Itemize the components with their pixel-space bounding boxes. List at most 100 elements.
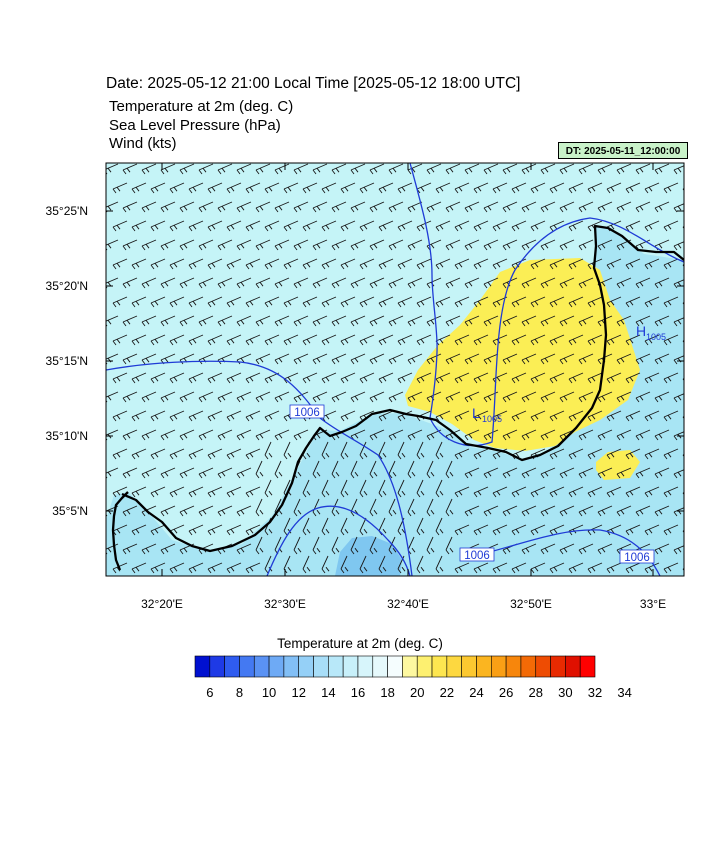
- wind-barb: [616, 467, 632, 479]
- wind-barb: [207, 182, 223, 194]
- wind-barb: [397, 334, 413, 346]
- wind-barb: [644, 220, 660, 232]
- wind-barb: [160, 277, 176, 289]
- wind-barb: [663, 334, 679, 346]
- wind-barb: [188, 524, 204, 536]
- wind-barb: [255, 460, 264, 479]
- wind-barb: [188, 334, 204, 346]
- wind-barb: [245, 524, 261, 536]
- wind-barb: [388, 391, 404, 403]
- wind-barb: [302, 517, 311, 536]
- wind-barb: [445, 163, 461, 175]
- wind-barb: [293, 353, 309, 365]
- wind-barb: [445, 239, 461, 251]
- wind-barb: [150, 182, 166, 194]
- wind-barb: [245, 562, 261, 574]
- wind-barb: [293, 429, 309, 441]
- wind-barb: [312, 460, 321, 479]
- wind-barb: [369, 460, 378, 479]
- wind-barb: [321, 479, 330, 498]
- wind-barb: [274, 277, 290, 289]
- pressure-center-letter: L: [472, 405, 480, 421]
- wind-barb: [635, 315, 651, 327]
- wind-barb: [635, 429, 651, 441]
- wind-barb: [331, 163, 347, 175]
- wind-barb: [606, 258, 622, 270]
- wind-barb: [226, 562, 242, 574]
- wind-barb: [673, 165, 684, 175]
- wind-barb: [673, 393, 684, 403]
- wind-barb: [397, 258, 413, 270]
- wind-barb: [112, 182, 128, 194]
- lat-label: 35°10'N: [46, 429, 88, 443]
- wind-barb: [416, 441, 425, 460]
- colorbar-tick-label: 34: [617, 685, 631, 700]
- lon-label: 32°50'E: [510, 597, 552, 611]
- wind-barb: [245, 410, 261, 422]
- wind-barb: [378, 441, 387, 460]
- wind-barb: [388, 498, 397, 517]
- wind-barb: [198, 163, 214, 175]
- wind-barb: [112, 296, 128, 308]
- wind-barb: [340, 220, 356, 232]
- wind-barb: [464, 201, 480, 213]
- wind-barb: [169, 486, 185, 498]
- wind-barb: [131, 334, 147, 346]
- wind-barb: [445, 277, 461, 289]
- wind-barb: [568, 258, 584, 270]
- wind-barb: [160, 163, 176, 175]
- wind-barb: [663, 524, 679, 536]
- wind-barb: [169, 296, 185, 308]
- wind-barb: [682, 530, 684, 534]
- wind-barb: [188, 296, 204, 308]
- wind-barb: [388, 239, 404, 251]
- colorbar-swatch: [431, 655, 448, 678]
- wind-barb: [407, 391, 423, 403]
- wind-barb: [112, 410, 128, 422]
- wind-barb: [397, 441, 406, 460]
- wind-barb: [122, 467, 138, 479]
- wind-barb: [435, 479, 444, 498]
- colorbar-swatch: [239, 655, 255, 678]
- wind-barb: [331, 536, 340, 555]
- colorbar-tick-label: 16: [351, 685, 365, 700]
- wind-barb: [502, 505, 518, 517]
- wind-barb: [293, 277, 309, 289]
- pressure-center-letter: H: [636, 323, 646, 339]
- wind-barb: [293, 391, 309, 403]
- wind-barb: [530, 372, 546, 384]
- wind-barb: [217, 163, 233, 175]
- wind-barb: [236, 239, 252, 251]
- wind-barbs: [106, 163, 684, 574]
- dt-badge: DT: 2025-05-11_12:00:00: [558, 142, 688, 159]
- colorbar-swatch: [476, 655, 492, 678]
- wind-barb: [454, 562, 470, 574]
- wind-barb: [502, 429, 518, 441]
- wind-barb: [302, 372, 318, 384]
- wind-barb: [625, 258, 641, 270]
- wind-barb: [568, 296, 584, 308]
- wind-barb: [606, 296, 622, 308]
- wind-barb: [559, 391, 575, 403]
- wind-barb: [606, 562, 622, 574]
- wind-barb: [378, 182, 394, 194]
- wind-barb: [654, 391, 670, 403]
- wind-barb: [673, 241, 684, 251]
- wind-barb: [578, 505, 594, 517]
- wind-barb: [521, 505, 537, 517]
- wind-barb: [378, 296, 394, 308]
- wind-barb: [131, 448, 147, 460]
- wind-barb: [464, 429, 480, 441]
- wind-barb: [283, 441, 292, 460]
- wind-barb: [112, 448, 128, 460]
- wind-barb: [492, 258, 508, 270]
- wind-barb: [644, 258, 660, 270]
- wind-barb: [454, 524, 470, 536]
- wind-barb: [654, 163, 670, 175]
- wind-barb: [644, 524, 660, 536]
- wind-barb: [312, 353, 328, 365]
- wind-barb: [511, 372, 527, 384]
- wind-barb: [179, 239, 195, 251]
- colorbar-title: Temperature at 2m (deg. C): [277, 636, 443, 651]
- wind-barb: [549, 372, 565, 384]
